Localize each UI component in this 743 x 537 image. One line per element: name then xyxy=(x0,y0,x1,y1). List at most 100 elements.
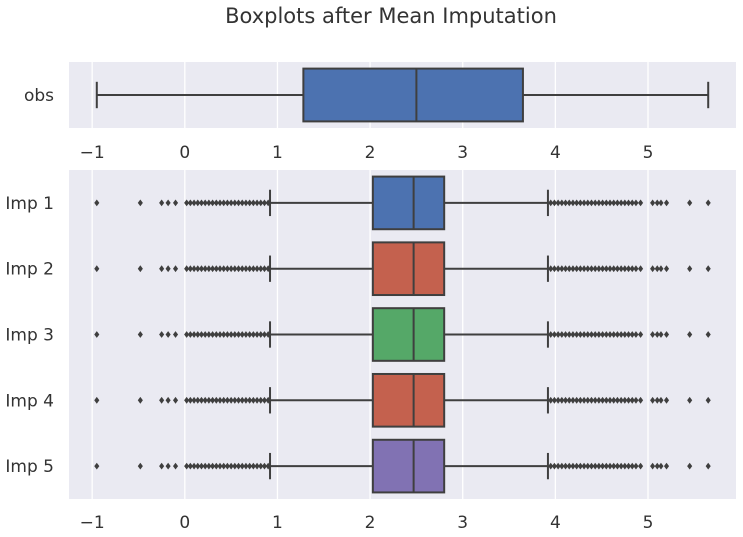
outlier-point xyxy=(633,265,639,273)
outlier-point xyxy=(165,199,171,207)
outlier-point xyxy=(137,396,143,404)
outlier-point xyxy=(596,396,602,404)
outlier-point xyxy=(603,462,609,470)
outlier-point xyxy=(258,462,264,470)
outlier-point xyxy=(137,199,143,207)
outlier-point xyxy=(221,265,227,273)
outlier-point xyxy=(603,199,609,207)
outlier-point xyxy=(254,331,260,338)
outlier-point xyxy=(633,331,639,338)
outlier-point xyxy=(261,199,268,207)
outlier-point xyxy=(611,199,617,207)
outlier-point xyxy=(172,331,179,338)
outlier-point xyxy=(548,462,554,470)
outlier-point xyxy=(611,265,617,273)
outlier-point xyxy=(159,265,165,273)
outlier-point xyxy=(258,396,264,404)
outlier-point xyxy=(581,331,587,338)
outlier-point xyxy=(574,331,580,338)
y-tick-label: Imp 4 xyxy=(5,391,54,411)
outlier-point xyxy=(592,462,598,470)
outlier-point xyxy=(663,396,670,404)
outlier-point xyxy=(559,265,565,273)
outlier-point xyxy=(625,462,632,470)
outlier-point xyxy=(165,265,171,273)
outlier-point xyxy=(600,331,606,338)
outlier-point xyxy=(239,265,245,273)
outlier-point xyxy=(629,331,635,338)
outlier-point xyxy=(187,199,193,207)
outlier-point xyxy=(654,331,660,338)
outlier-point xyxy=(243,199,249,207)
outlier-point xyxy=(202,462,208,470)
chart-title: Boxplots after Mean Imputation xyxy=(225,4,557,28)
outlier-point xyxy=(577,199,583,207)
outlier-point xyxy=(184,462,190,470)
outlier-point xyxy=(261,396,268,404)
outlier-point xyxy=(243,265,249,273)
outlier-point xyxy=(247,199,253,207)
outlier-point xyxy=(224,199,230,207)
outlier-point xyxy=(650,265,656,273)
outlier-point xyxy=(577,462,583,470)
outlier-point xyxy=(228,396,234,404)
outlier-point xyxy=(217,396,223,404)
outlier-point xyxy=(172,462,179,470)
outlier-point xyxy=(254,462,260,470)
outlier-point xyxy=(206,396,212,404)
outlier-point xyxy=(206,462,212,470)
x-tick-label: 5 xyxy=(643,513,654,533)
outlier-point xyxy=(221,462,227,470)
outlier-point xyxy=(633,396,639,404)
outlier-point xyxy=(611,331,617,338)
outlier-point xyxy=(191,199,197,207)
outlier-point xyxy=(187,331,193,338)
outlier-point xyxy=(658,462,664,470)
outlier-point xyxy=(191,265,197,273)
outlier-point xyxy=(614,396,620,404)
y-tick-label: Imp 2 xyxy=(5,260,54,280)
outlier-point xyxy=(585,265,591,273)
outlier-point xyxy=(187,462,193,470)
outlier-point xyxy=(629,396,635,404)
outlier-point xyxy=(261,331,268,338)
outlier-point xyxy=(198,199,205,207)
outlier-point xyxy=(570,331,576,338)
outlier-point xyxy=(596,462,602,470)
outlier-point xyxy=(570,462,576,470)
outlier-point xyxy=(198,265,205,273)
outlier-point xyxy=(559,331,565,338)
x-tick-label: 1 xyxy=(272,513,283,533)
outlier-point xyxy=(581,396,587,404)
outlier-point xyxy=(243,331,249,338)
outlier-point xyxy=(585,331,591,338)
outlier-point xyxy=(618,265,624,273)
outlier-point xyxy=(172,396,179,404)
outlier-point xyxy=(687,265,693,273)
outlier-point xyxy=(548,331,554,338)
outlier-point xyxy=(172,199,179,207)
outlier-point xyxy=(159,462,165,470)
outlier-point xyxy=(581,462,587,470)
outlier-point xyxy=(663,331,670,338)
outlier-point xyxy=(217,265,223,273)
box-iqr xyxy=(371,307,446,362)
outlier-point xyxy=(577,396,583,404)
outlier-point xyxy=(588,462,595,470)
outlier-point xyxy=(261,265,268,273)
outlier-point xyxy=(592,396,598,404)
box-imp-4: Imp 4 xyxy=(5,372,711,428)
outlier-point xyxy=(600,396,606,404)
outlier-point xyxy=(687,331,693,338)
outlier-point xyxy=(217,199,223,207)
outlier-point xyxy=(588,265,595,273)
outlier-point xyxy=(235,265,242,273)
outlier-point xyxy=(548,199,554,207)
outlier-point xyxy=(250,331,256,338)
outlier-point xyxy=(137,265,143,273)
outlier-point xyxy=(614,462,620,470)
x-tick-label: 1 xyxy=(272,143,283,163)
outlier-point xyxy=(195,199,201,207)
outlier-point xyxy=(191,396,197,404)
